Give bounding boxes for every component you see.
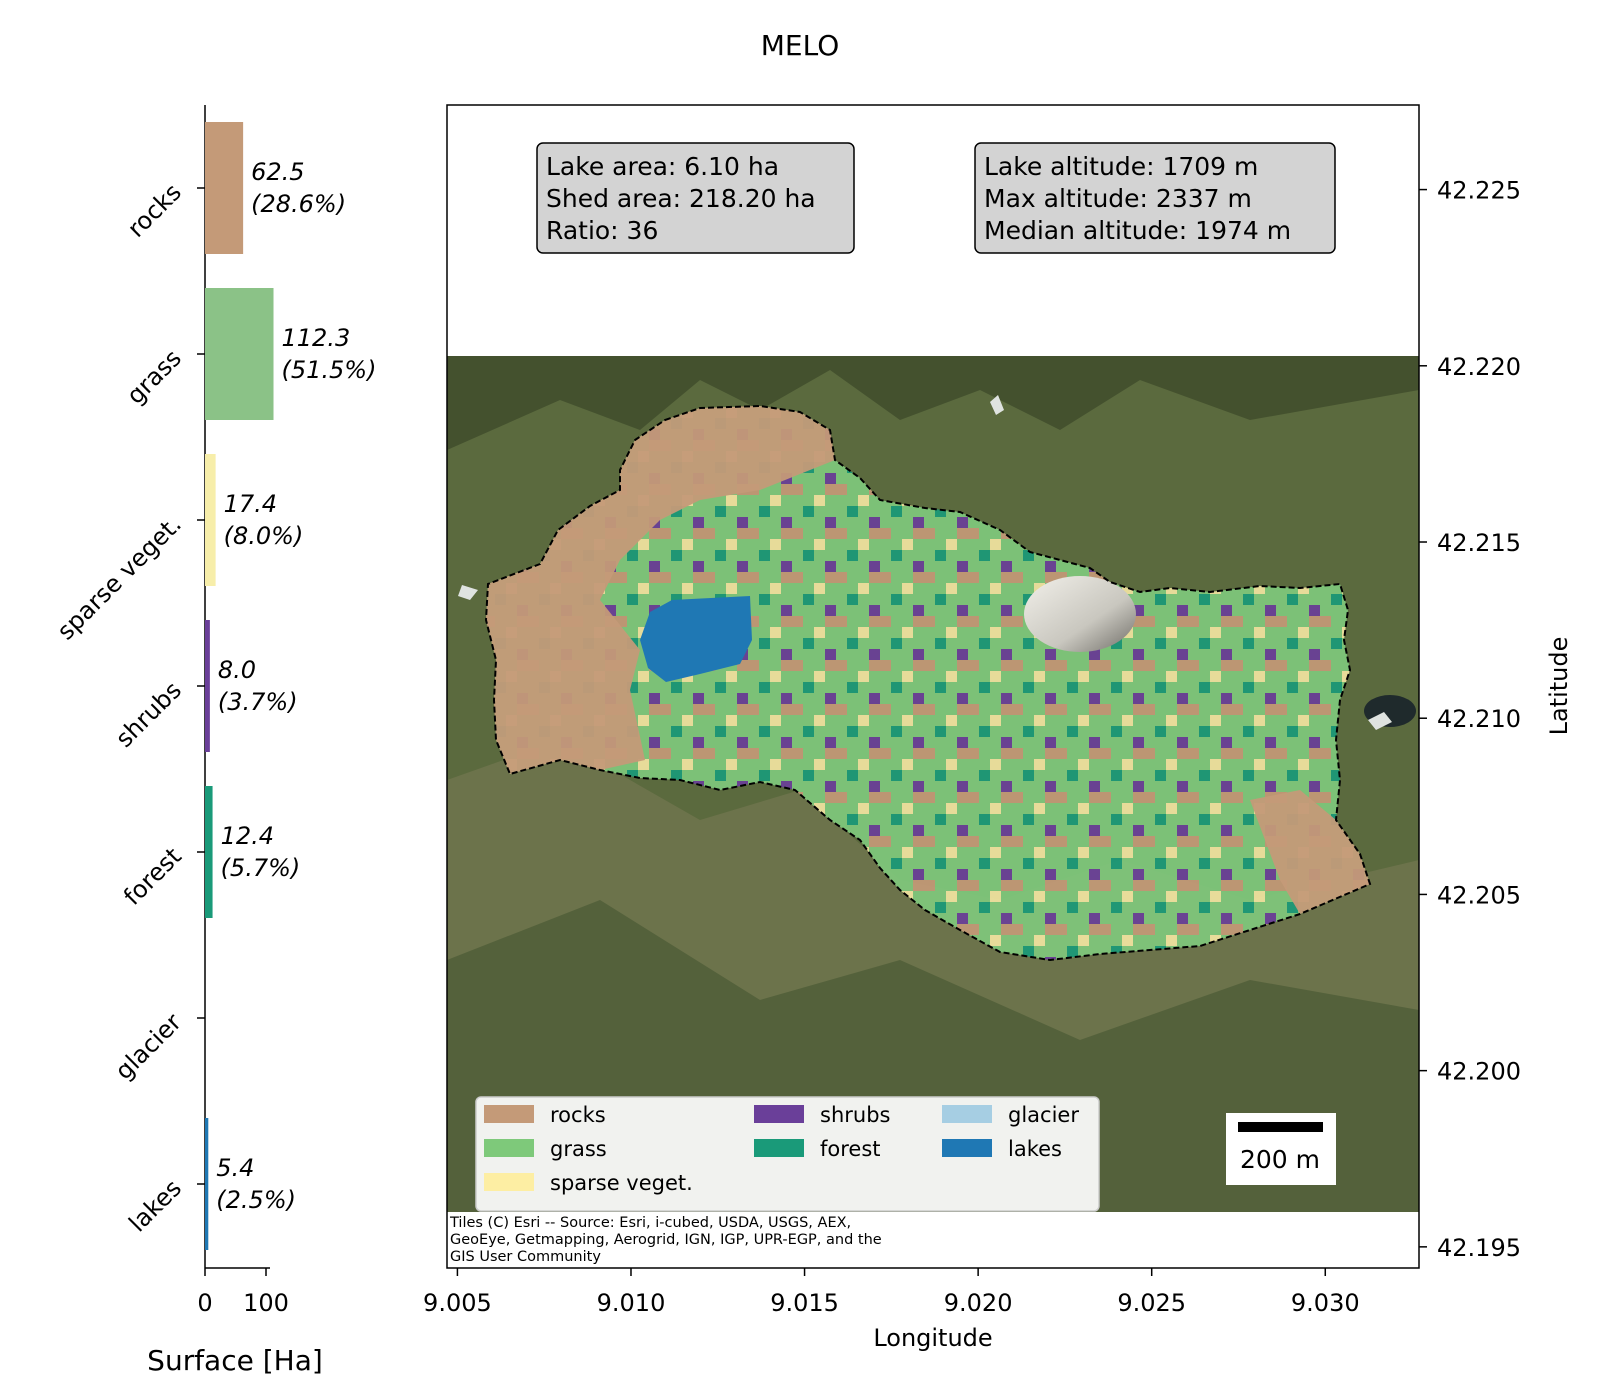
legend-swatch bbox=[484, 1173, 534, 1191]
map-y-tick-label: 42.215 bbox=[1437, 529, 1521, 557]
map-y-tick-label: 42.220 bbox=[1437, 353, 1521, 381]
median-altitude-text: Median altitude: 1974 m bbox=[984, 216, 1291, 245]
bar-category-label: rocks bbox=[122, 178, 187, 243]
legend-label: grass bbox=[550, 1137, 607, 1161]
watershed-outline bbox=[484, 404, 1372, 962]
map-x-tick-label: 9.030 bbox=[1291, 1289, 1360, 1317]
map-x-tick-label: 9.025 bbox=[1117, 1289, 1186, 1317]
legend-label: glacier bbox=[1008, 1103, 1079, 1127]
map-y-tick-label: 42.200 bbox=[1437, 1058, 1521, 1086]
bar-percent-label: (28.6%) bbox=[251, 190, 346, 218]
bar-x-ticks: 0 100 bbox=[197, 1268, 289, 1317]
map-x-tick-label: 9.015 bbox=[770, 1289, 839, 1317]
bar-marks: rocks 62.5 (28.6%) grass 112.3 (51.5%) sparse … bbox=[52, 122, 377, 1250]
info-box-right: Lake altitude: 1709 m Max altitude: 2337… bbox=[974, 142, 1336, 254]
legend-swatch bbox=[754, 1105, 804, 1123]
legend-label: sparse veget. bbox=[550, 1171, 693, 1195]
shed-area-text: Shed area: 218.20 ha bbox=[546, 184, 816, 213]
bar-panel: rocks 62.5 (28.6%) grass 112.3 (51.5%) sparse … bbox=[52, 105, 377, 1377]
legend-swatch bbox=[942, 1139, 992, 1157]
attribution-line: GIS User Community bbox=[450, 1249, 601, 1265]
bar-shrubs bbox=[205, 620, 210, 752]
legend-label: forest bbox=[820, 1137, 881, 1161]
ratio-text: Ratio: 36 bbox=[546, 216, 658, 245]
scale-bar-line bbox=[1238, 1122, 1323, 1132]
bar-lakes bbox=[205, 1118, 209, 1250]
legend-swatch bbox=[484, 1139, 534, 1157]
lake-altitude-text: Lake altitude: 1709 m bbox=[984, 152, 1258, 181]
max-altitude-text: Max altitude: 2337 m bbox=[984, 184, 1252, 213]
basemap-snow-patch bbox=[1368, 712, 1392, 730]
basemap-snow-patch bbox=[458, 585, 478, 600]
basemap-snow-patch bbox=[990, 395, 1004, 415]
legend-swatch bbox=[484, 1105, 534, 1123]
bar-value-label: 62.5 bbox=[251, 158, 304, 186]
map-y-tick-label: 42.205 bbox=[1437, 881, 1521, 909]
info-box-left-frame bbox=[536, 142, 855, 254]
bar-percent-label: (5.7%) bbox=[221, 854, 301, 882]
bar-x-tick-label: 100 bbox=[243, 1289, 289, 1317]
scale-bar: 200 m bbox=[1226, 1113, 1336, 1185]
chart-title: MELO bbox=[761, 29, 840, 62]
bar-value-label: 8.0 bbox=[218, 656, 256, 684]
map-x-tick-label: 9.020 bbox=[944, 1289, 1013, 1317]
rocks-zone bbox=[1250, 790, 1370, 914]
bar-category-label: glacier bbox=[110, 1008, 187, 1085]
lake-area-text: Lake area: 6.10 ha bbox=[546, 152, 779, 181]
attribution: Tiles (C) Esri -- Source: Esri, i-cubed,… bbox=[449, 1215, 882, 1265]
map-y-tick-label: 42.195 bbox=[1437, 1234, 1521, 1262]
lake-melo bbox=[640, 596, 752, 682]
bar-percent-label: (8.0%) bbox=[224, 522, 304, 550]
legend-label: lakes bbox=[1008, 1137, 1062, 1161]
map-x-tick-label: 9.005 bbox=[423, 1289, 492, 1317]
legend-label: shrubs bbox=[820, 1103, 890, 1127]
bar-value-label: 17.4 bbox=[224, 490, 277, 518]
legend-swatch bbox=[942, 1105, 992, 1123]
bar-sparse-veget- bbox=[205, 454, 216, 586]
map-legend: rocks grass sparse veget. shrubs forest glaci… bbox=[475, 1096, 1100, 1212]
map-panel: Lake area: 6.10 ha Shed area: 218.20 ha … bbox=[423, 104, 1573, 1352]
bar-category-label: grass bbox=[121, 344, 187, 410]
rocks-zone bbox=[486, 406, 835, 774]
map-x-tick-label: 9.010 bbox=[597, 1289, 666, 1317]
attribution-line: Tiles (C) Esri -- Source: Esri, i-cubed,… bbox=[449, 1215, 851, 1231]
bar-percent-label: (2.5%) bbox=[216, 1186, 296, 1214]
map-y-tick-label: 42.210 bbox=[1437, 705, 1521, 733]
map-y-ticks: 42.195 42.200 42.205 42.210 42.215 42.220 42.2… bbox=[1419, 177, 1521, 1262]
info-box-left: Lake area: 6.10 ha Shed area: 218.20 ha … bbox=[536, 142, 855, 254]
bar-percent-label: (51.5%) bbox=[282, 356, 377, 384]
bar-grass bbox=[205, 288, 274, 420]
bar-percent-label: (3.7%) bbox=[218, 688, 298, 716]
bar-value-label: 5.4 bbox=[216, 1154, 254, 1182]
map-y-tick-label: 42.225 bbox=[1437, 177, 1521, 205]
scale-bar-label: 200 m bbox=[1240, 1145, 1320, 1174]
bar-value-label: 12.4 bbox=[221, 822, 274, 850]
bar-category-label: forest bbox=[118, 842, 187, 911]
bar-x-label: Surface [Ha] bbox=[147, 1344, 323, 1377]
map-y-label: Latitude bbox=[1545, 637, 1573, 736]
bar-category-label: sparse veget. bbox=[52, 510, 187, 645]
bar-x-tick-label: 0 bbox=[197, 1289, 212, 1317]
watershed-classification bbox=[486, 406, 1370, 960]
snow-patch bbox=[1024, 576, 1136, 652]
bar-category-label: lakes bbox=[123, 1174, 186, 1237]
bar-forest bbox=[205, 786, 213, 918]
map-x-ticks: 9.005 9.010 9.015 9.020 9.025 9.030 bbox=[423, 1268, 1360, 1317]
legend-label: rocks bbox=[550, 1103, 606, 1127]
bar-value-label: 112.3 bbox=[282, 324, 351, 352]
attribution-line: GeoEye, Getmapping, Aerogrid, IGN, IGP, … bbox=[450, 1232, 882, 1248]
bar-category-label: shrubs bbox=[110, 676, 187, 753]
basemap-ridge bbox=[447, 356, 1419, 450]
legend-swatch bbox=[754, 1139, 804, 1157]
map-axes-frame bbox=[446, 104, 1420, 1269]
map-x-label: Longitude bbox=[873, 1324, 992, 1352]
legend-items: rocks grass sparse veget. shrubs forest glaci… bbox=[484, 1103, 1079, 1195]
info-box-right-frame bbox=[974, 142, 1336, 254]
bar-rocks bbox=[205, 122, 244, 254]
